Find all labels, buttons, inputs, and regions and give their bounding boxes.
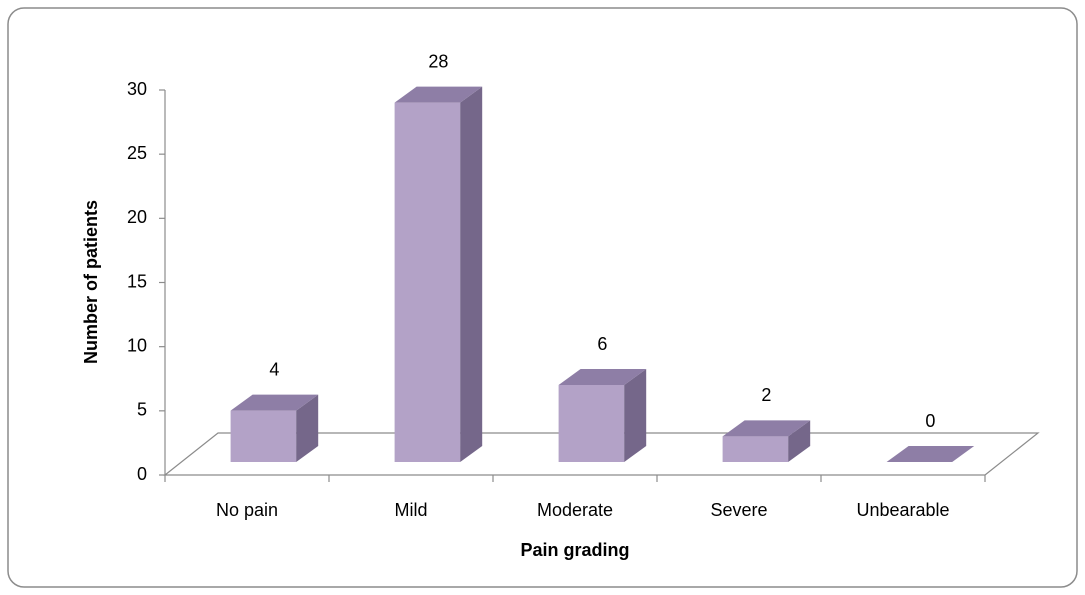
x-tick-label: Unbearable xyxy=(856,500,949,520)
value-label: 6 xyxy=(597,334,607,354)
y-tick-label: 10 xyxy=(127,335,147,355)
y-axis-title: Number of patients xyxy=(81,200,101,364)
bar-top xyxy=(558,369,647,385)
x-tick-label: No pain xyxy=(216,500,278,520)
x-tick-label: Severe xyxy=(710,500,767,520)
y-tick-label: 5 xyxy=(137,400,147,420)
value-label: 2 xyxy=(761,385,771,405)
y-tick-label: 15 xyxy=(127,271,147,291)
x-tick-label: Mild xyxy=(394,500,427,520)
bar-side xyxy=(624,369,647,462)
y-tick-label: 25 xyxy=(127,143,147,163)
y-tick-label: 30 xyxy=(127,79,147,99)
floor xyxy=(163,432,1040,476)
y-tick-label: 20 xyxy=(127,207,147,227)
bar xyxy=(722,436,789,462)
bar-top xyxy=(722,420,811,437)
bar-side xyxy=(460,86,483,463)
bar xyxy=(394,102,461,463)
bar xyxy=(558,385,625,462)
bar-side xyxy=(296,394,319,462)
y-tick-label: 0 xyxy=(137,464,147,484)
value-label: 4 xyxy=(269,359,279,379)
bar-side xyxy=(788,420,811,462)
bar-top xyxy=(886,446,975,462)
bar-top xyxy=(394,86,483,103)
value-label: 0 xyxy=(925,411,935,431)
value-label: 28 xyxy=(428,51,448,71)
x-axis-title: Pain grading xyxy=(520,540,629,560)
x-tick-label: Moderate xyxy=(537,500,613,520)
bar xyxy=(230,410,297,462)
bar-top xyxy=(230,394,319,411)
